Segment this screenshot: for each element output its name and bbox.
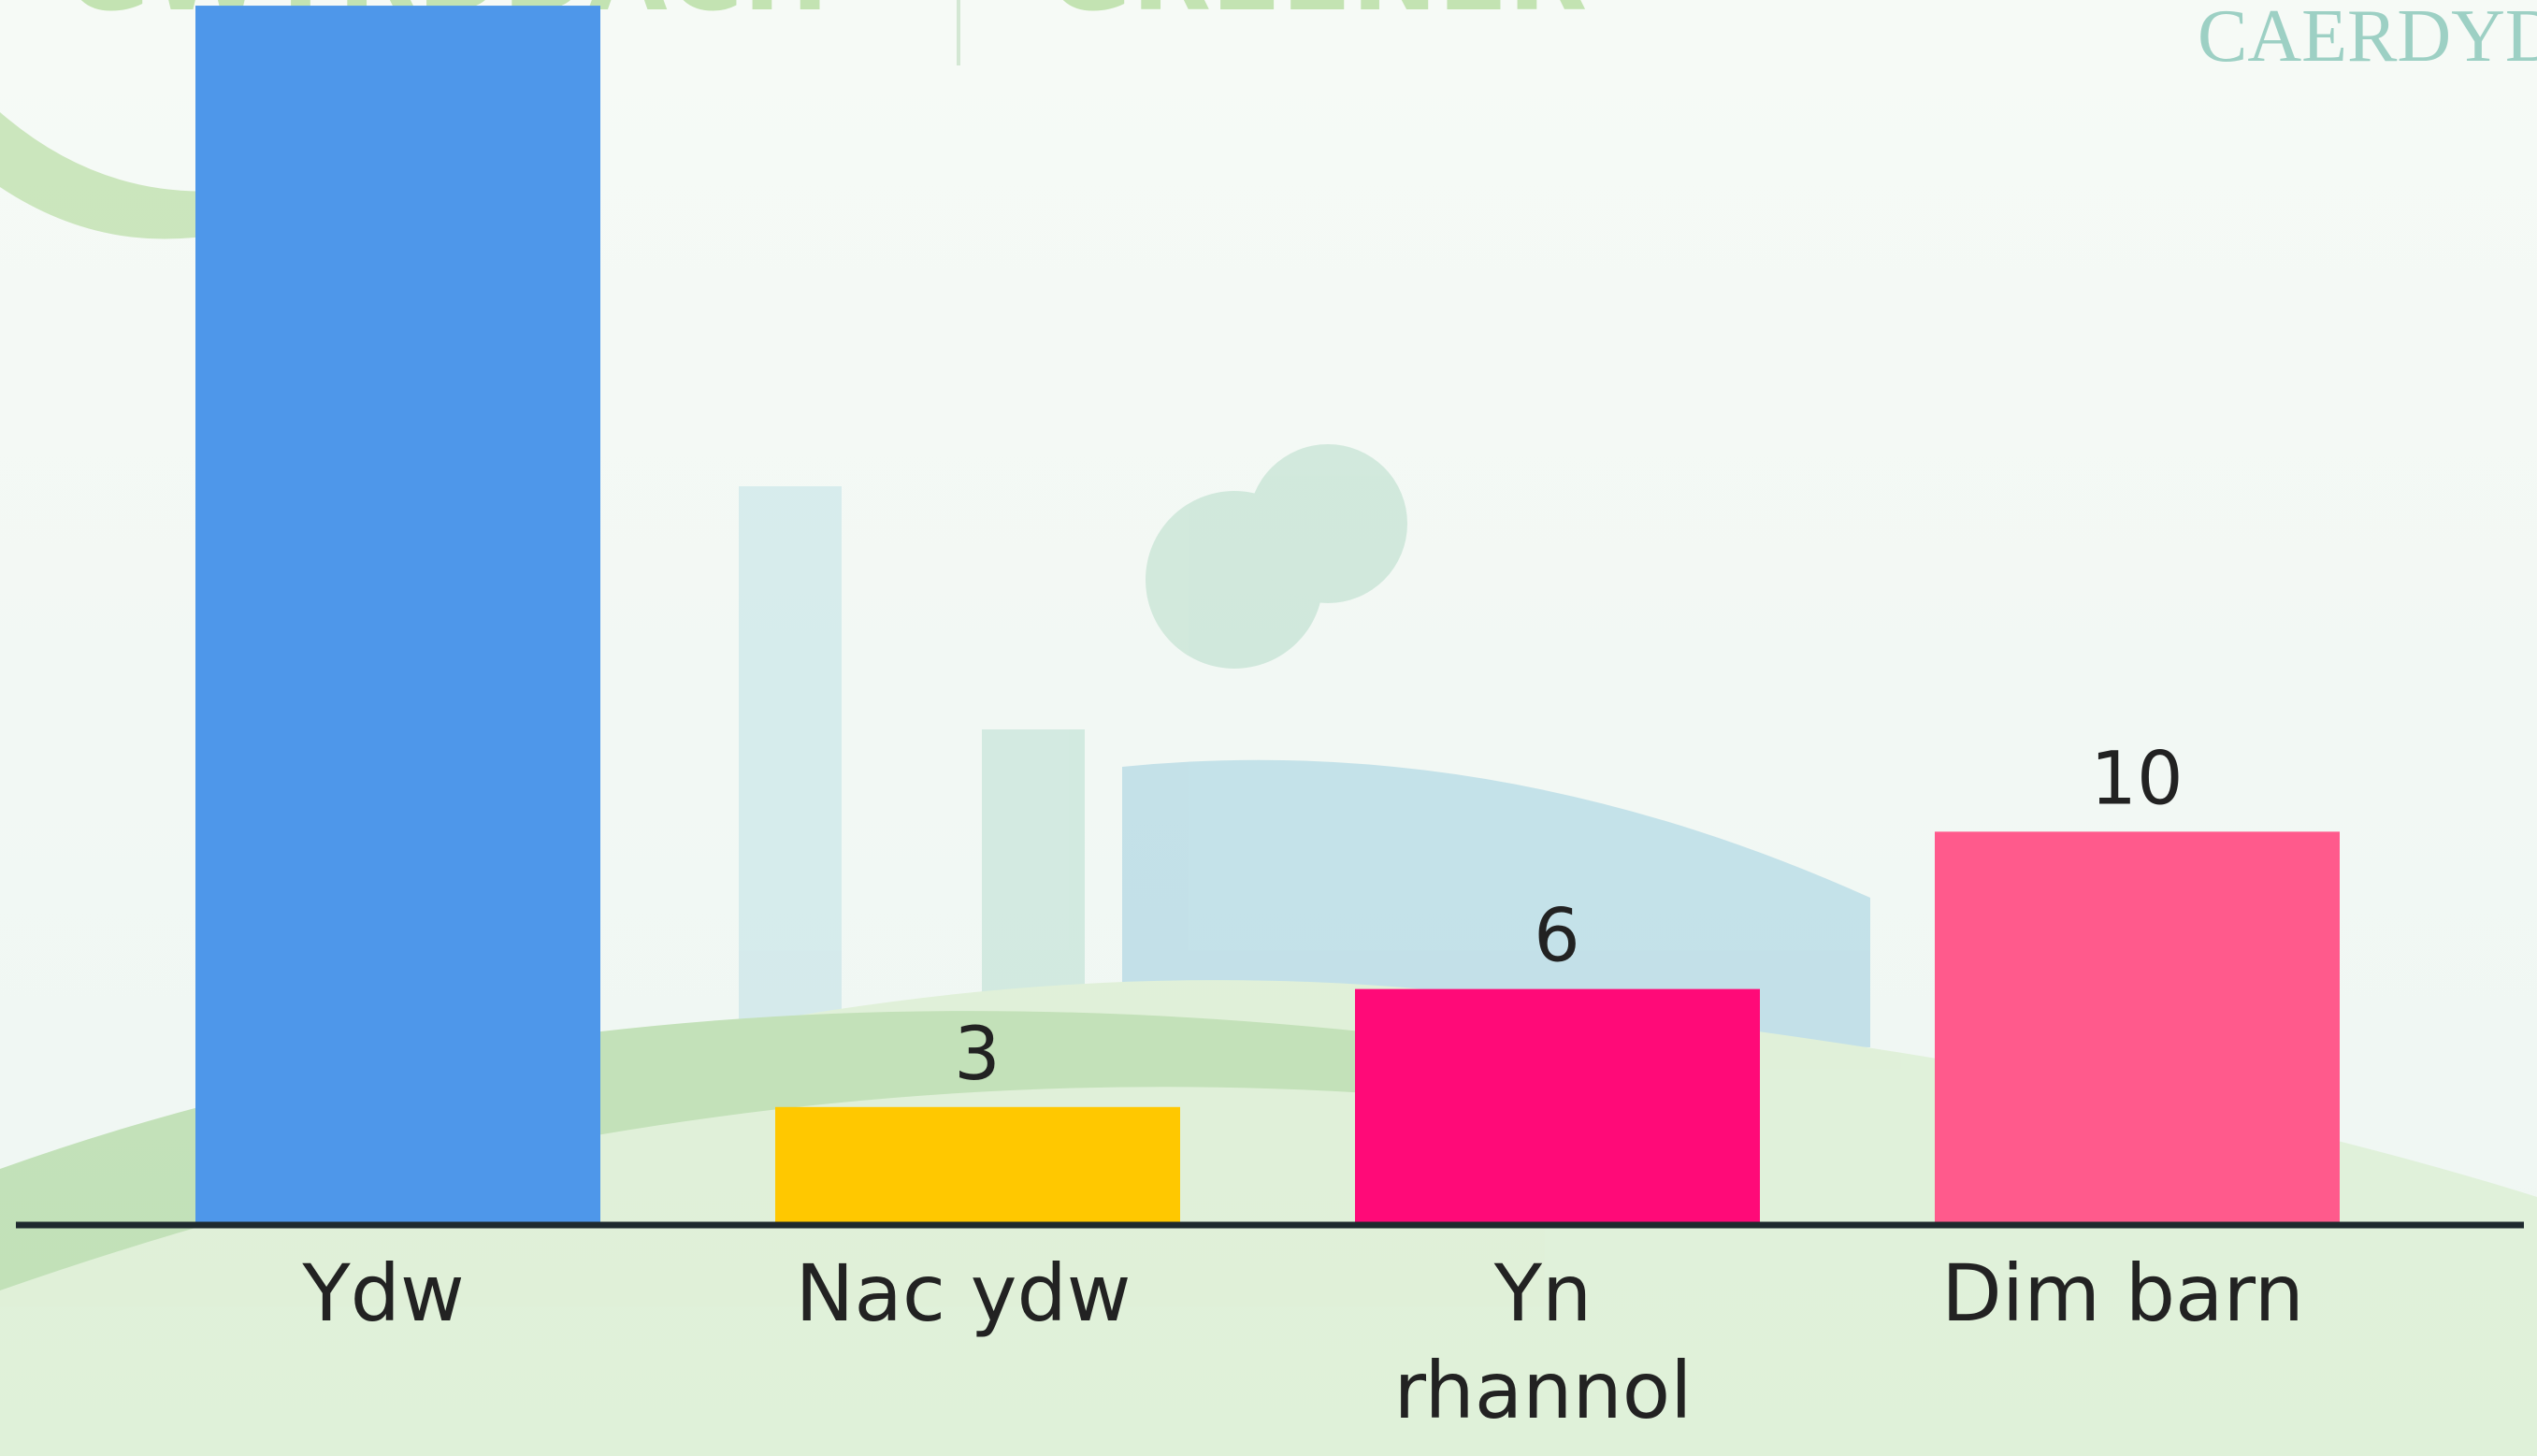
background-scene xyxy=(0,112,2537,1456)
x-tick-label: Ydw xyxy=(301,1247,464,1339)
bg-tree xyxy=(1248,444,1407,603)
label-line: Yn xyxy=(1493,1247,1593,1339)
bg-title: GREENER xyxy=(1047,0,1587,34)
bar xyxy=(1355,988,1760,1225)
data-label: 3 xyxy=(954,1013,1001,1097)
bg-logo: CAERDYDD xyxy=(2198,0,2537,78)
data-label: 6 xyxy=(1534,895,1580,979)
x-tick-label: Dim barn xyxy=(1941,1247,2304,1339)
x-tick-label: Yn rhannol xyxy=(1394,1247,1693,1436)
data-label: 10 xyxy=(2090,737,2183,821)
bg-tower xyxy=(739,486,842,1094)
bg-building xyxy=(1122,759,1870,1047)
bar xyxy=(195,6,600,1225)
bar xyxy=(775,1106,1180,1225)
bar xyxy=(1935,831,2340,1225)
x-tick-label: Nac ydw xyxy=(796,1247,1132,1339)
label-line: rhannol xyxy=(1394,1345,1693,1436)
